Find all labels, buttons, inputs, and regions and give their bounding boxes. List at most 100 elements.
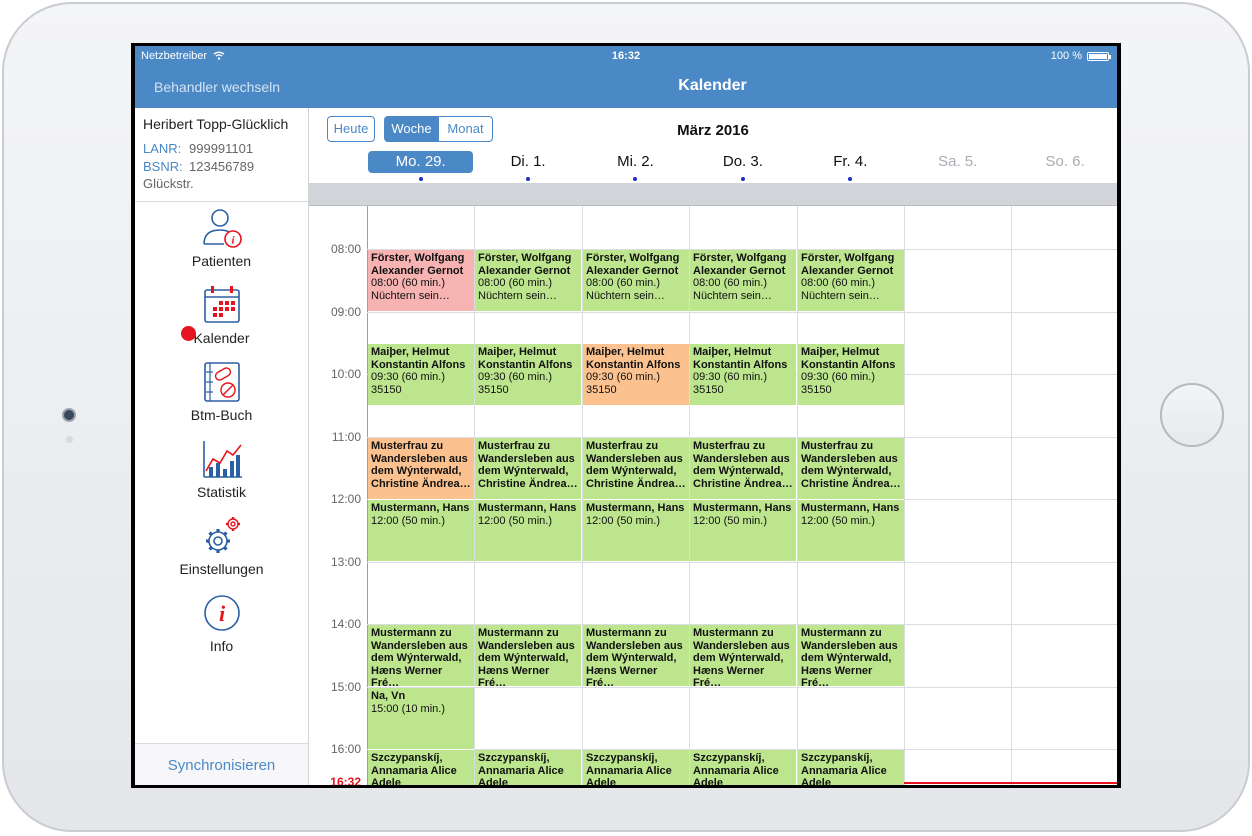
- hour-label: 15:00: [330, 680, 361, 694]
- appointment-patient: Mustermann, Hans: [693, 502, 792, 514]
- appointment[interactable]: Maiþer, Helmut Konstantin Alfons 09:30 (6…: [583, 344, 689, 406]
- appointment-time: 09:30 (60 min.): [801, 371, 875, 383]
- header-divider: [309, 183, 1117, 184]
- appointment[interactable]: Szczypanskíj, Annamaria Alice Adele: [583, 750, 689, 785]
- column-divider: [689, 206, 690, 785]
- tab-week[interactable]: Woche: [384, 116, 439, 142]
- appointment-time: 08:00 (60 min.): [693, 277, 767, 289]
- doctor-name: Heribert Topp-Glücklich: [143, 116, 289, 132]
- lanr-label: LANR:: [143, 141, 182, 156]
- appointment[interactable]: Förster, Wolfgang Alexander Gernot 08:00 …: [583, 250, 689, 312]
- sidebar-item-info[interactable]: i Info: [135, 591, 308, 654]
- hour-line: [367, 249, 1117, 250]
- appointment[interactable]: Mustermann, Hans 12:00 (50 min.): [690, 500, 796, 562]
- home-button[interactable]: [1160, 383, 1224, 447]
- hour-line: [367, 312, 1117, 313]
- appointment[interactable]: Musterfrau zu Wandersleben aus dem Wýnte…: [690, 438, 796, 500]
- appointment[interactable]: Mustermann, Hans 12:00 (50 min.): [368, 500, 474, 562]
- day-header[interactable]: Mi. 2.: [583, 150, 688, 184]
- settings-icon: [200, 514, 244, 558]
- appointment[interactable]: Mustermann, Hans 12:00 (50 min.): [583, 500, 689, 562]
- appointment[interactable]: Förster, Wolfgang Alexander Gernot 08:00 …: [798, 250, 904, 312]
- appointment[interactable]: Förster, Wolfgang Alexander Gernot 08:00 …: [368, 250, 474, 312]
- sync-button[interactable]: Synchronisieren: [135, 743, 308, 785]
- day-header[interactable]: Fr. 4.: [798, 150, 903, 184]
- appointment[interactable]: Mustermann zu Wandersleben aus dem Wýnte…: [798, 625, 904, 687]
- month-title: März 2016: [677, 122, 749, 139]
- appointment-patient: Mustermann, Hans: [478, 502, 577, 514]
- app: Netzbetreiber 16:32 100 % Behandler wech…: [135, 46, 1117, 785]
- sidebar-item-statistik[interactable]: Statistik: [135, 437, 308, 500]
- day-label: Sa. 5.: [938, 153, 978, 170]
- statistics-icon: [200, 437, 244, 481]
- appointment[interactable]: Szczypanskíj, Annamaria Alice Adele: [798, 750, 904, 785]
- calendar-view: Heute Woche Monat März 2016 Mo. 29. Di. 1…: [309, 108, 1117, 785]
- hour-line: [367, 562, 1117, 563]
- day-header[interactable]: Mo. 29.: [368, 150, 474, 184]
- sidebar-item-label: Patienten: [191, 253, 252, 269]
- appointment[interactable]: Musterfrau zu Wandersleben aus dem Wýnte…: [368, 438, 474, 500]
- appointment-time: 09:30 (60 min.): [478, 371, 552, 383]
- sidebar-item-kalender[interactable]: Kalender: [135, 283, 308, 346]
- battery-area: 100 %: [1050, 50, 1111, 62]
- time-grid: 08:00 09:00 10:00 11:00 12:00 13:00 14:00 15:00…: [309, 206, 1117, 785]
- appointment-patient: Mustermann, Hans: [801, 502, 900, 514]
- sidebar-item-patienten[interactable]: i Patienten: [135, 206, 308, 269]
- appointment[interactable]: Szczypanskíj, Annamaria Alice Adele: [368, 750, 474, 785]
- appointment-note: Nüchtern sein…: [801, 289, 880, 302]
- sidebar-item-einstellungen[interactable]: Einstellungen: [135, 514, 308, 577]
- appointment[interactable]: Mustermann zu Wandersleben aus dem Wýnte…: [690, 625, 796, 687]
- sidebar-item-label: Info: [209, 638, 234, 654]
- appointment[interactable]: Mustermann zu Wandersleben aus dem Wýnte…: [368, 625, 474, 687]
- today-highlight: [368, 151, 474, 173]
- day-header[interactable]: Do. 3.: [690, 150, 795, 184]
- appointment[interactable]: Maiþer, Helmut Konstantin Alfons 09:30 (6…: [475, 344, 581, 406]
- appointment-patient: Mustermann zu Wandersleben aus dem Wýnte…: [586, 627, 683, 687]
- day-header[interactable]: So. 6.: [1012, 150, 1117, 184]
- today-button[interactable]: Heute: [327, 116, 375, 142]
- hour-label: 12:00: [330, 492, 361, 506]
- appointment-time: 08:00 (60 min.): [478, 277, 552, 289]
- appointment-time: 09:30 (60 min.): [371, 371, 445, 383]
- appointment[interactable]: Mustermann zu Wandersleben aus dem Wýnte…: [583, 625, 689, 687]
- appointment[interactable]: Na, Vn 15:00 (10 min.): [368, 688, 474, 750]
- appointment[interactable]: Mustermann, Hans 12:00 (50 min.): [798, 500, 904, 562]
- current-time-line: [904, 782, 1117, 784]
- hour-label: 10:00: [330, 367, 361, 381]
- appointment[interactable]: Maiþer, Helmut Konstantin Alfons 09:30 (6…: [798, 344, 904, 406]
- appointment[interactable]: Maiþer, Helmut Konstantin Alfons 09:30 (6…: [368, 344, 474, 406]
- appointment[interactable]: Förster, Wolfgang Alexander Gernot 08:00 …: [690, 250, 796, 312]
- sidebar-item-btm-buch[interactable]: Btm-Buch: [135, 360, 308, 423]
- appointment[interactable]: Förster, Wolfgang Alexander Gernot 08:00 …: [475, 250, 581, 312]
- sidebar-divider: [135, 201, 308, 202]
- hour-line: [367, 687, 1117, 688]
- tab-month[interactable]: Monat: [438, 116, 493, 142]
- hour-line: [367, 624, 1117, 625]
- appointment[interactable]: Musterfrau zu Wandersleben aus dem Wýnte…: [583, 438, 689, 500]
- appointment-patient: Mustermann, Hans: [586, 502, 685, 514]
- appointment-patient: Maiþer, Helmut Konstantin Alfons: [586, 346, 681, 371]
- appointment[interactable]: Mustermann zu Wandersleben aus dem Wýnte…: [475, 625, 581, 687]
- appointment-time: 12:00 (50 min.): [478, 514, 552, 527]
- hour-label: 16:00: [330, 742, 361, 756]
- hour-label: 08:00: [330, 242, 361, 256]
- day-header[interactable]: Di. 1.: [475, 150, 580, 184]
- sidebar: Heribert Topp-Glücklich LANR: 999991101 B…: [135, 108, 309, 785]
- switch-practitioner-button[interactable]: Behandler wechseln: [154, 79, 281, 95]
- battery-percent: 100 %: [1050, 50, 1082, 62]
- appointment-note: Nüchtern sein…: [478, 289, 557, 302]
- appointment[interactable]: Musterfrau zu Wandersleben aus dem Wýnte…: [798, 438, 904, 500]
- appointment[interactable]: Mustermann, Hans 12:00 (50 min.): [475, 500, 581, 562]
- appointment-patient: Maiþer, Helmut Konstantin Alfons: [801, 346, 896, 371]
- appointment[interactable]: Musterfrau zu Wandersleben aus dem Wýnte…: [475, 438, 581, 500]
- screen: Netzbetreiber 16:32 100 % Behandler wech…: [131, 43, 1121, 788]
- appointment[interactable]: Maiþer, Helmut Konstantin Alfons 09:30 (6…: [690, 344, 796, 406]
- column-divider: [367, 206, 368, 785]
- appointment-time: 08:00 (60 min.): [371, 277, 445, 289]
- appointment-patient: Musterfrau zu Wandersleben aus dem Wýnte…: [693, 440, 793, 490]
- appointment-note: 35150: [801, 383, 832, 396]
- column-divider: [797, 206, 798, 785]
- day-header[interactable]: Sa. 5.: [905, 150, 1010, 184]
- appointment[interactable]: Szczypanskíj, Annamaria Alice Adele: [690, 750, 796, 785]
- appointment[interactable]: Szczypanskíj, Annamaria Alice Adele: [475, 750, 581, 785]
